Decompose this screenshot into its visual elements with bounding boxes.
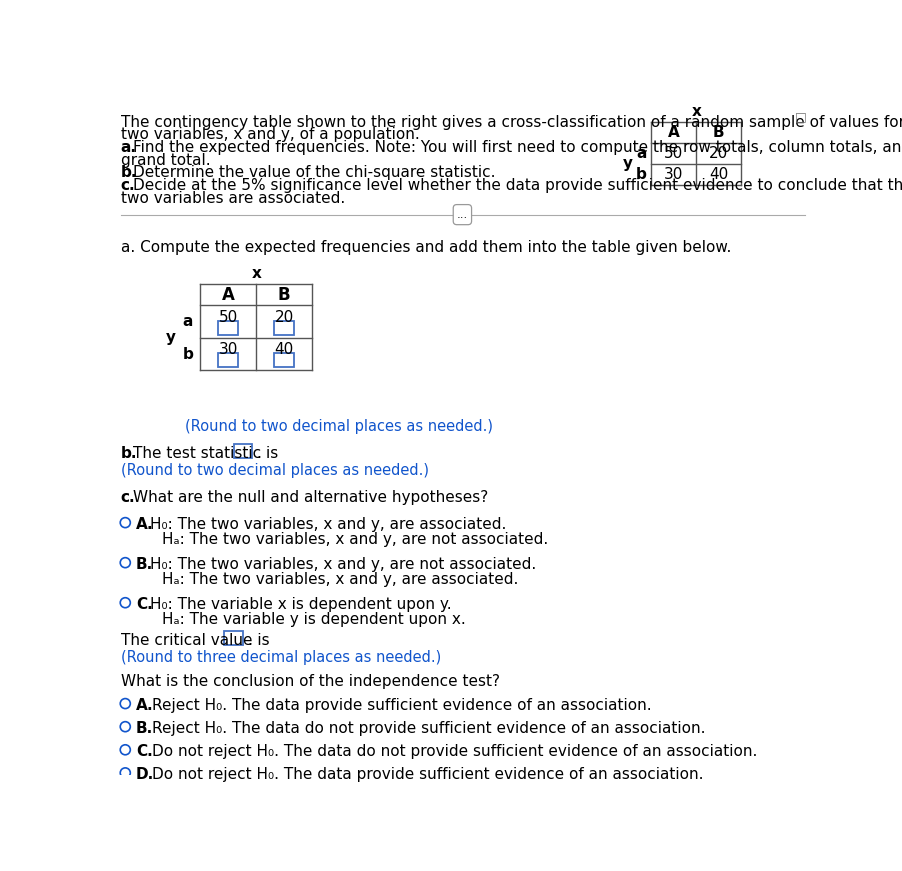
Text: The critical value is: The critical value is bbox=[121, 632, 269, 648]
FancyBboxPatch shape bbox=[274, 354, 294, 367]
Text: 50: 50 bbox=[218, 310, 238, 325]
Text: Hₐ: The two variables, x and y, are associated.: Hₐ: The two variables, x and y, are asso… bbox=[162, 572, 519, 587]
Text: a: a bbox=[183, 314, 193, 329]
Text: a: a bbox=[636, 146, 646, 161]
FancyBboxPatch shape bbox=[218, 354, 238, 367]
Text: The contingency table shown to the right gives a cross-classification of a rando: The contingency table shown to the right… bbox=[121, 114, 902, 130]
Text: (Round to three decimal places as needed.): (Round to three decimal places as needed… bbox=[121, 650, 440, 665]
FancyBboxPatch shape bbox=[218, 321, 238, 334]
Text: Reject H₀. The data do not provide sufficient evidence of an association.: Reject H₀. The data do not provide suffi… bbox=[152, 721, 704, 736]
Text: a.: a. bbox=[121, 140, 136, 155]
Text: grand total.: grand total. bbox=[121, 152, 210, 167]
Text: What are the null and alternative hypotheses?: What are the null and alternative hypoth… bbox=[133, 490, 488, 505]
Text: □: □ bbox=[794, 110, 805, 123]
Text: B: B bbox=[278, 286, 290, 304]
Circle shape bbox=[120, 517, 130, 528]
Text: The test statistic is: The test statistic is bbox=[133, 446, 278, 461]
Text: 20: 20 bbox=[274, 310, 293, 325]
Text: A.: A. bbox=[136, 699, 153, 713]
Text: .: . bbox=[256, 446, 261, 461]
Text: x: x bbox=[251, 266, 261, 280]
Text: Hₐ: The two variables, x and y, are not associated.: Hₐ: The two variables, x and y, are not … bbox=[162, 532, 548, 547]
Text: Decide at the 5% significance level whether the data provide sufficient evidence: Decide at the 5% significance level whet… bbox=[133, 178, 902, 193]
Text: Determine the value of the chi-square statistic.: Determine the value of the chi-square st… bbox=[133, 165, 495, 180]
Text: 30: 30 bbox=[664, 166, 683, 182]
Text: 20: 20 bbox=[708, 146, 728, 161]
Text: b: b bbox=[182, 347, 193, 361]
Text: a. Compute the expected frequencies and add them into the table given below.: a. Compute the expected frequencies and … bbox=[121, 240, 731, 255]
Circle shape bbox=[120, 745, 130, 755]
Text: b.: b. bbox=[121, 165, 137, 180]
Text: 50: 50 bbox=[664, 146, 683, 161]
Text: c.: c. bbox=[121, 490, 135, 505]
Text: y: y bbox=[166, 330, 176, 345]
Text: Hₐ: The variable y is dependent upon x.: Hₐ: The variable y is dependent upon x. bbox=[162, 612, 465, 627]
Text: Do not reject H₀. The data do not provide sufficient evidence of an association.: Do not reject H₀. The data do not provid… bbox=[152, 745, 756, 760]
Text: H₀: The two variables, x and y, are associated.: H₀: The two variables, x and y, are asso… bbox=[150, 517, 506, 532]
Text: b.: b. bbox=[121, 446, 137, 461]
Text: b: b bbox=[635, 166, 646, 182]
Text: two variables are associated.: two variables are associated. bbox=[121, 191, 345, 206]
Text: Reject H₀. The data provide sufficient evidence of an association.: Reject H₀. The data provide sufficient e… bbox=[152, 699, 650, 713]
Circle shape bbox=[120, 768, 130, 778]
Text: (Round to two decimal places as needed.): (Round to two decimal places as needed.) bbox=[185, 420, 492, 435]
Text: A: A bbox=[222, 286, 235, 304]
Text: x: x bbox=[691, 104, 701, 119]
Text: A.: A. bbox=[136, 517, 153, 532]
Text: 30: 30 bbox=[218, 342, 238, 357]
Text: two variables, x and y, of a population.: two variables, x and y, of a population. bbox=[121, 127, 419, 142]
Text: D.: D. bbox=[136, 767, 154, 782]
Text: What is the conclusion of the independence test?: What is the conclusion of the independen… bbox=[121, 673, 499, 689]
Circle shape bbox=[120, 699, 130, 709]
Text: B: B bbox=[713, 125, 724, 140]
Text: B.: B. bbox=[136, 557, 153, 572]
Text: A: A bbox=[667, 125, 679, 140]
Circle shape bbox=[120, 557, 130, 568]
Text: H₀: The two variables, x and y, are not associated.: H₀: The two variables, x and y, are not … bbox=[150, 557, 536, 572]
Text: 40: 40 bbox=[708, 166, 728, 182]
FancyBboxPatch shape bbox=[225, 631, 243, 645]
FancyBboxPatch shape bbox=[274, 321, 294, 334]
Text: Find the expected frequencies. Note: You will first need to compute the row tota: Find the expected frequencies. Note: You… bbox=[133, 140, 902, 155]
Text: (Round to two decimal places as needed.): (Round to two decimal places as needed.) bbox=[121, 463, 428, 478]
Text: Do not reject H₀. The data provide sufficient evidence of an association.: Do not reject H₀. The data provide suffi… bbox=[152, 767, 703, 782]
Text: ...: ... bbox=[456, 208, 467, 221]
Circle shape bbox=[120, 722, 130, 732]
Text: H₀: The variable x is dependent upon y.: H₀: The variable x is dependent upon y. bbox=[150, 598, 451, 612]
Text: .: . bbox=[246, 632, 252, 648]
Circle shape bbox=[120, 598, 130, 608]
FancyBboxPatch shape bbox=[234, 444, 252, 458]
Text: B.: B. bbox=[136, 721, 153, 736]
Text: c.: c. bbox=[121, 178, 135, 193]
Text: y: y bbox=[622, 156, 632, 172]
Text: 40: 40 bbox=[274, 342, 293, 357]
Text: C.: C. bbox=[136, 598, 152, 612]
Text: C.: C. bbox=[136, 745, 152, 760]
